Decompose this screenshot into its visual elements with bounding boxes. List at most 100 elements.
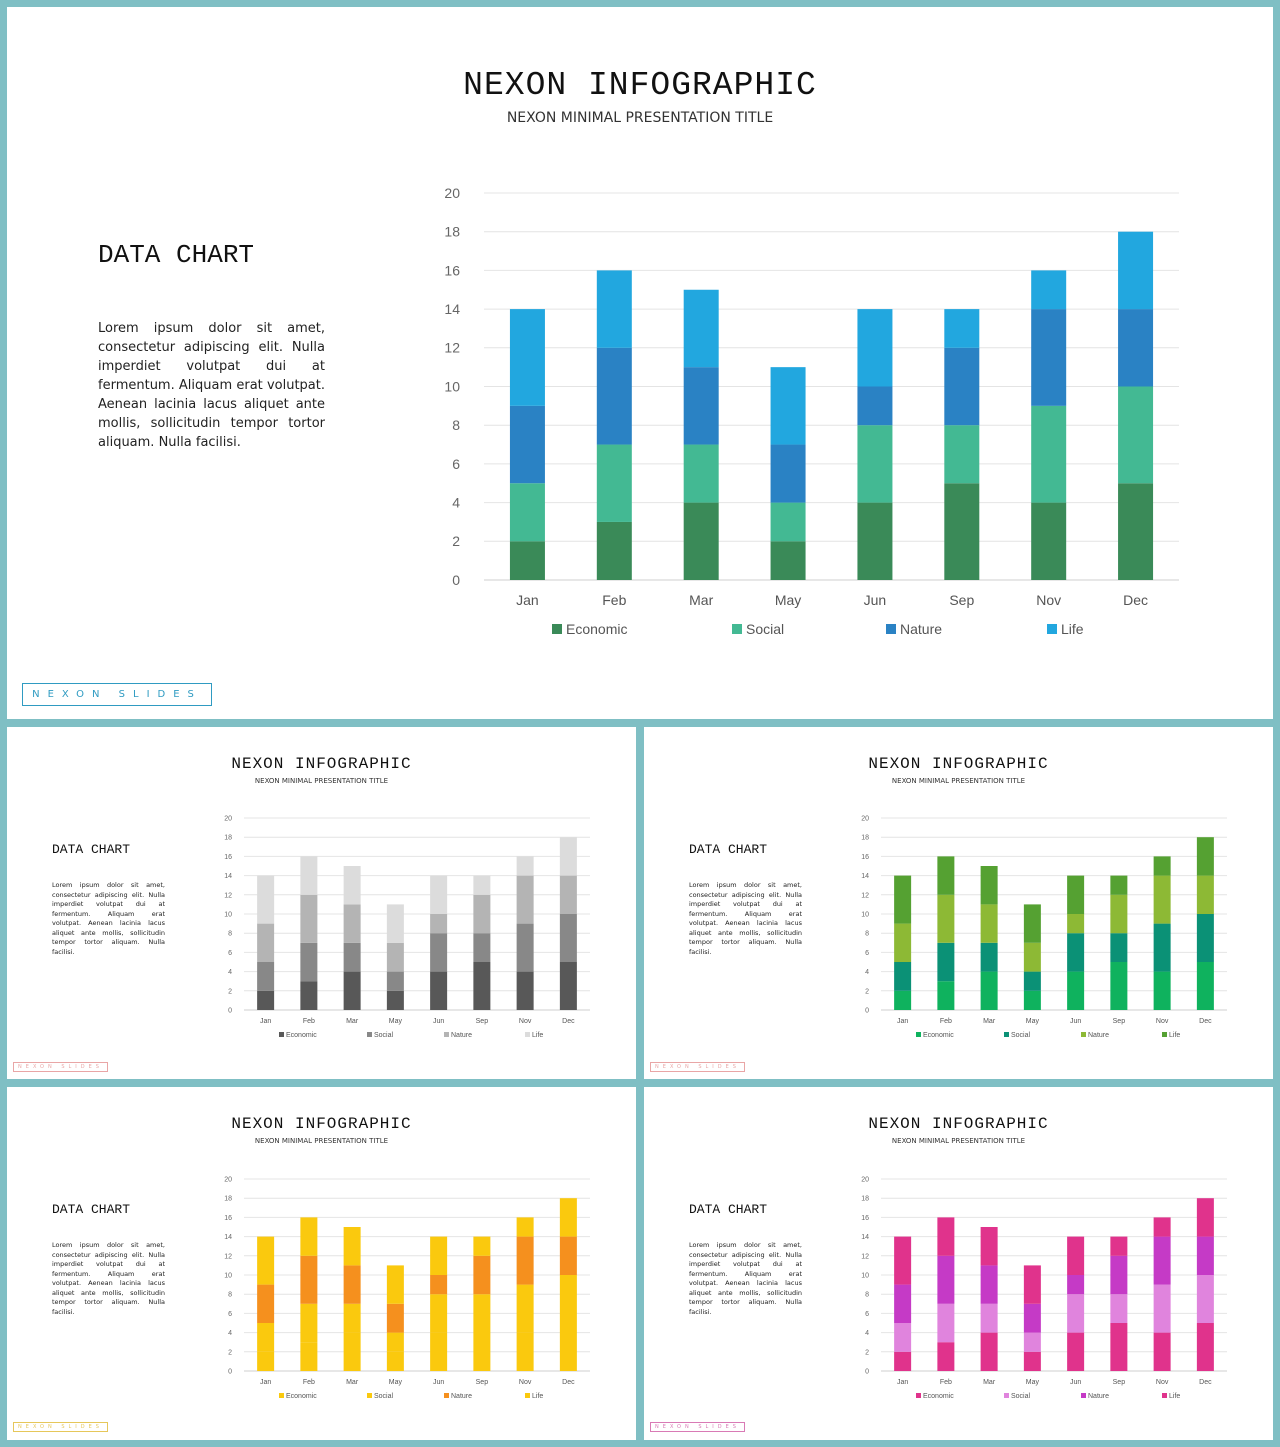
bar-economic-feb — [300, 1342, 318, 1371]
legend-label: Social — [374, 1393, 394, 1400]
bar-nature-jun — [1067, 914, 1085, 934]
y-tick-label: 16 — [224, 854, 232, 861]
x-category-label: Jun — [1070, 1379, 1081, 1386]
x-category-label: Mar — [346, 1018, 359, 1025]
y-tick-label: 6 — [228, 1311, 232, 1318]
bar-life-jun — [1067, 1236, 1085, 1275]
bar-life-mar — [980, 866, 998, 905]
y-tick-label: 14 — [861, 1234, 869, 1241]
y-tick-label: 14 — [444, 301, 460, 317]
bar-nature-may — [1023, 942, 1041, 972]
legend-label: Social — [374, 1032, 394, 1039]
bar-social-feb — [937, 1303, 955, 1343]
bar-social-feb — [300, 942, 318, 982]
bar-social-sep — [473, 933, 491, 962]
bar-economic-may — [386, 990, 404, 1010]
bar-social-jun — [430, 1294, 448, 1333]
bar-life-dec — [1196, 1198, 1214, 1237]
x-category-label: Mar — [983, 1018, 996, 1025]
bar-nature-may — [770, 444, 806, 503]
bar-social-jan — [509, 483, 545, 542]
bar-nature-mar — [980, 1265, 998, 1304]
bar-social-sep — [944, 425, 980, 484]
bar-nature-jun — [430, 1275, 448, 1295]
bar-economic-dec — [559, 962, 577, 1010]
y-tick-label: 0 — [228, 1368, 232, 1375]
legend-label: Economic — [286, 1393, 317, 1400]
x-category-label: Dec — [1199, 1018, 1212, 1025]
legend-swatch — [525, 1032, 530, 1037]
bar-economic-nov — [1031, 502, 1067, 580]
y-tick-label: 2 — [865, 1349, 869, 1356]
bar-life-mar — [683, 289, 719, 368]
x-category-label: Nov — [1036, 592, 1061, 608]
slide-title: NEXON INFOGRAPHIC — [868, 755, 1049, 773]
slide-main: NEXON INFOGRAPHIC NEXON MINIMAL PRESENTA… — [7, 7, 1273, 719]
bar-economic-jun — [430, 1332, 448, 1371]
bar-economic-feb — [596, 521, 632, 580]
y-tick-label: 8 — [228, 1292, 232, 1299]
bar-social-mar — [343, 1303, 361, 1333]
bar-nature-sep — [1110, 1255, 1128, 1295]
y-tick-label: 2 — [228, 988, 232, 995]
x-category-label: Jun — [1070, 1018, 1081, 1025]
brand-box: NEXON SLIDES — [22, 683, 212, 706]
legend-swatch — [552, 624, 562, 634]
bar-nature-jan — [257, 923, 275, 962]
slide-title: NEXON INFOGRAPHIC — [231, 1115, 412, 1133]
legend-swatch — [367, 1393, 372, 1398]
bar-nature-jan — [509, 405, 545, 484]
bar-economic-sep — [473, 962, 491, 1010]
bar-economic-may — [770, 541, 806, 580]
bar-economic-jan — [894, 990, 912, 1010]
x-category-label: Dec — [562, 1018, 575, 1025]
bar-nature-feb — [937, 1255, 955, 1304]
legend-label: Nature — [451, 1393, 472, 1400]
legend-label: Social — [746, 621, 784, 637]
x-category-label: Jan — [516, 592, 539, 608]
legend-swatch — [279, 1032, 284, 1037]
legend-label: Economic — [286, 1032, 317, 1039]
bar-nature-dec — [559, 875, 577, 914]
slide-title: NEXON INFOGRAPHIC — [868, 1115, 1049, 1133]
body-paragraph: Lorem ipsum dolor sit amet, consectetur … — [689, 881, 802, 956]
bar-social-dec — [559, 914, 577, 962]
bar-economic-mar — [980, 1332, 998, 1371]
x-category-label: Dec — [562, 1379, 575, 1386]
y-tick-label: 14 — [224, 1234, 232, 1241]
bar-social-jan — [257, 1323, 275, 1352]
bar-nature-jun — [1067, 1275, 1085, 1295]
x-category-label: Feb — [602, 592, 626, 608]
slide-pink: NEXON INFOGRAPHIC NEXON MINIMAL PRESENTA… — [644, 1087, 1273, 1440]
bar-economic-jan — [509, 541, 545, 580]
data-chart-heading: DATA CHART — [52, 1202, 131, 1217]
bar-social-may — [386, 1332, 404, 1352]
bar-social-jan — [894, 1323, 912, 1352]
bar-life-sep — [473, 875, 491, 895]
bar-social-mar — [980, 1303, 998, 1333]
y-tick-label: 2 — [228, 1349, 232, 1356]
x-category-label: Sep — [1113, 1379, 1126, 1386]
legend-label: Economic — [923, 1393, 954, 1400]
x-category-label: Nov — [1156, 1379, 1169, 1386]
bar-social-sep — [473, 1294, 491, 1323]
x-category-label: May — [1026, 1379, 1040, 1386]
x-category-label: Nov — [1156, 1018, 1169, 1025]
bar-nature-jan — [894, 1284, 912, 1323]
bar-nature-dec — [1196, 1236, 1214, 1275]
x-category-label: Sep — [949, 592, 974, 608]
y-tick-label: 8 — [452, 417, 460, 433]
bar-nature-feb — [937, 894, 955, 943]
y-tick-label: 4 — [865, 969, 869, 976]
y-tick-label: 10 — [861, 1272, 869, 1279]
legend-swatch — [916, 1032, 921, 1037]
slide-yellow: NEXON INFOGRAPHIC NEXON MINIMAL PRESENTA… — [7, 1087, 636, 1440]
y-tick-label: 18 — [861, 835, 869, 842]
slide-gray: NEXON INFOGRAPHIC NEXON MINIMAL PRESENTA… — [7, 727, 636, 1079]
slide-subtitle: NEXON MINIMAL PRESENTATION TITLE — [254, 777, 389, 785]
y-tick-label: 6 — [228, 950, 232, 957]
bar-nature-may — [1023, 1303, 1041, 1333]
legend-label: Nature — [451, 1032, 472, 1039]
legend-label: Life — [1061, 621, 1084, 637]
y-tick-label: 10 — [224, 911, 232, 918]
